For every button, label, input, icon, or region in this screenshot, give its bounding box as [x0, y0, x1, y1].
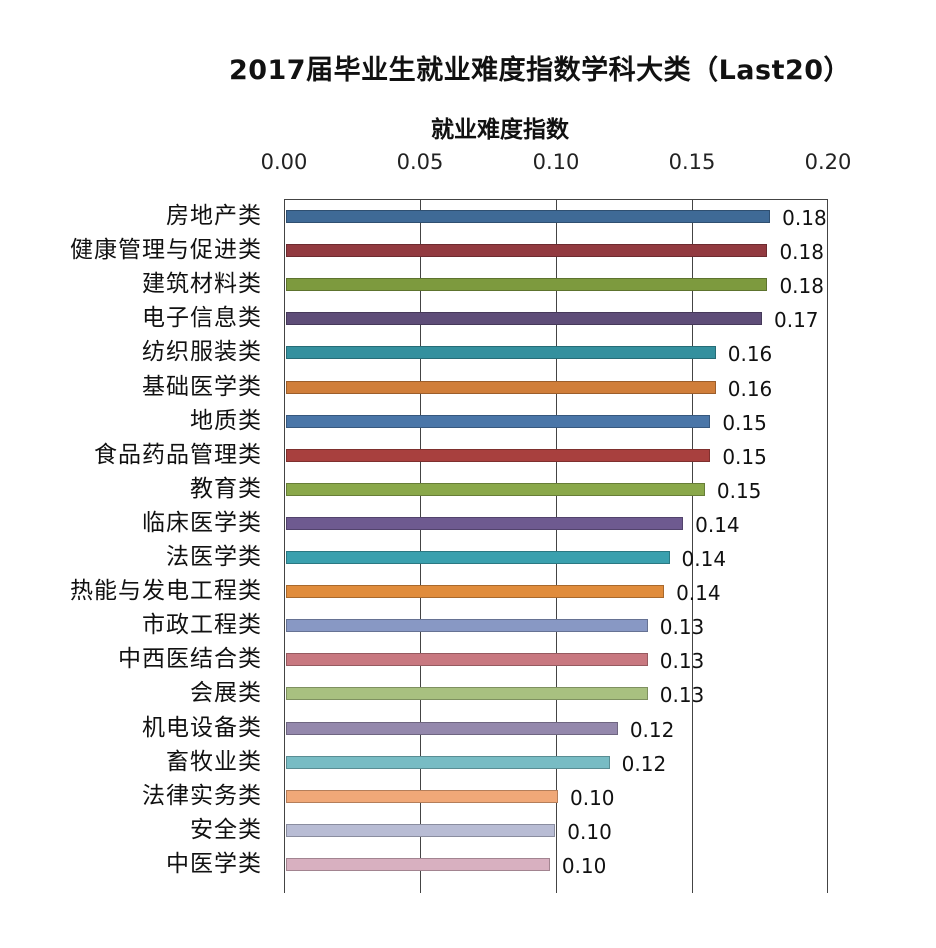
category-label: 畜牧业类	[166, 748, 262, 775]
category-label: 纺织服装类	[142, 339, 262, 366]
value-label: 0.15	[722, 410, 767, 435]
bar	[286, 653, 648, 667]
value-label: 0.18	[779, 274, 824, 299]
bar	[286, 210, 771, 223]
category-label: 健康管理与促进类	[70, 237, 262, 264]
bar	[286, 755, 610, 769]
bar	[286, 823, 556, 837]
bar	[286, 516, 684, 530]
x-tick: 0.20	[804, 150, 852, 174]
value-label: 0.16	[727, 342, 773, 367]
category-label: 会展类	[190, 680, 262, 707]
category-label: 电子信息类	[142, 305, 262, 332]
bar	[286, 789, 558, 803]
bar	[286, 551, 670, 564]
category-label: 安全类	[190, 816, 262, 843]
bar	[286, 244, 768, 258]
value-label: 0.13	[659, 615, 705, 640]
bar	[286, 585, 665, 599]
bar	[286, 619, 648, 633]
x-tick: 0.15	[668, 150, 716, 174]
bar	[286, 312, 762, 326]
gridline	[420, 200, 421, 893]
gridline	[556, 200, 557, 893]
category-label: 法医学类	[166, 544, 262, 570]
value-label: 0.15	[716, 478, 762, 503]
category-label: 房地产类	[166, 203, 262, 229]
category-label: 市政工程类	[142, 612, 262, 639]
value-label: 0.14	[695, 512, 740, 537]
category-label: 热能与发电工程类	[70, 578, 262, 605]
category-label: 中西医结合类	[118, 646, 262, 673]
category-label: 食品药品管理类	[94, 441, 262, 468]
value-label: 0.13	[659, 683, 705, 708]
bar	[286, 721, 618, 735]
category-label: 基础医学类	[142, 373, 262, 400]
value-label: 0.16	[727, 376, 773, 401]
category-label: 法律实务类	[142, 782, 262, 809]
category-label: 地质类	[190, 407, 262, 434]
value-label: 0.10	[570, 785, 615, 810]
value-label: 0.15	[722, 444, 767, 469]
bar	[286, 414, 711, 428]
bar	[286, 687, 648, 701]
x-tick: 0.00	[260, 150, 308, 174]
category-label: 中医学类	[166, 850, 262, 877]
category-label: 教育类	[190, 475, 262, 502]
category-label: 临床医学类	[142, 509, 262, 536]
value-label: 0.18	[779, 240, 824, 265]
bar	[286, 346, 716, 360]
value-label: 0.17	[774, 308, 819, 333]
value-label: 0.10	[561, 853, 607, 878]
value-label: 0.10	[567, 819, 612, 844]
category-label: 建筑材料类	[142, 271, 262, 298]
bar	[286, 482, 705, 496]
value-label: 0.12	[629, 717, 675, 742]
category-label: 机电设备类	[142, 714, 262, 741]
x-axis-ticks: 0.00 0.05 0.10 0.15 0.20	[0, 150, 936, 180]
bar	[286, 380, 716, 394]
bar	[286, 278, 768, 292]
bar	[286, 448, 711, 462]
chart-title: 2017届毕业生就业难度指数学科大类（Last20）	[228, 55, 852, 86]
value-label: 0.13	[659, 649, 705, 674]
bar	[286, 857, 550, 871]
x-tick: 0.05	[396, 150, 444, 174]
value-label: 0.14	[681, 547, 727, 571]
plot-area	[284, 199, 828, 893]
gridline	[692, 200, 693, 893]
value-label: 0.14	[676, 581, 721, 606]
x-axis-title: 就业难度指数	[431, 117, 569, 143]
x-tick: 0.10	[532, 150, 580, 174]
value-label: 0.12	[621, 751, 667, 776]
value-label: 0.18	[782, 206, 827, 230]
